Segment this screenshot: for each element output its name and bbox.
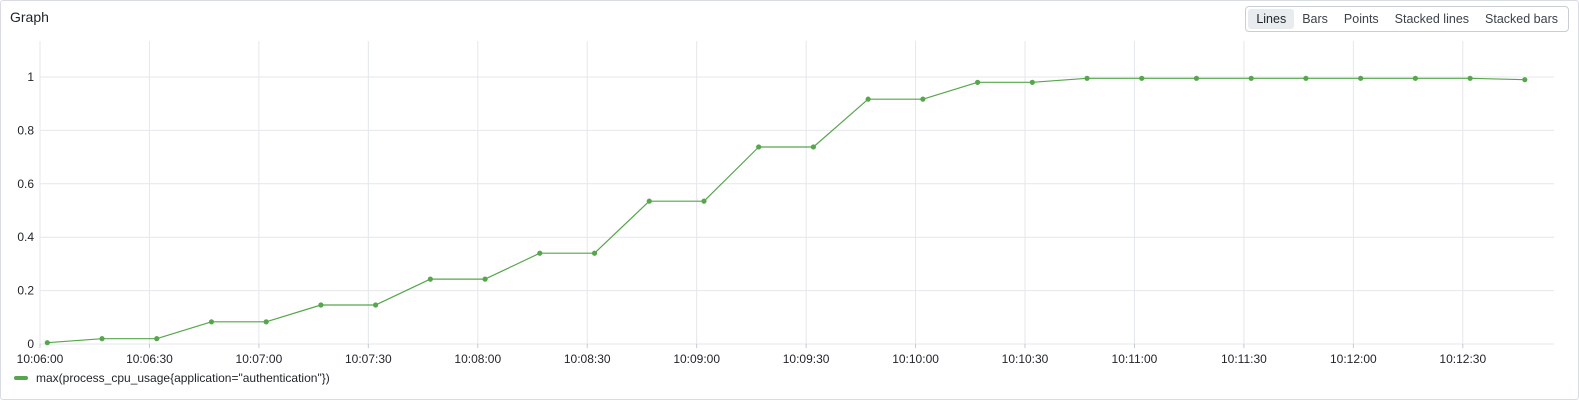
y-tick-label: 0.8 [17, 123, 34, 137]
data-point [810, 144, 817, 150]
x-tick-label: 10:06:30 [126, 352, 173, 366]
data-point [44, 340, 50, 346]
x-tick-label: 10:06:00 [17, 352, 64, 366]
data-point [208, 319, 215, 325]
data-point [1358, 75, 1364, 81]
data-point [920, 96, 926, 102]
x-tick-label: 10:11:00 [1112, 352, 1158, 366]
legend-swatch [14, 376, 28, 380]
x-tick-label: 10:12:00 [1330, 352, 1377, 366]
y-tick-label: 0.4 [17, 230, 34, 244]
data-point [99, 336, 105, 342]
x-tick-label: 10:10:00 [892, 352, 939, 366]
grid-lines [39, 41, 1554, 348]
x-tick-label: 10:07:30 [345, 352, 392, 366]
y-tick-label: 1 [27, 70, 34, 84]
x-tick-label: 10:10:30 [1002, 352, 1049, 366]
x-tick-label: 10:08:00 [454, 352, 501, 366]
data-point [1139, 75, 1145, 81]
chart-mode-selector: Lines Bars Points Stacked lines Stacked … [1245, 6, 1569, 32]
x-axis-ticks: 10:06:00 10:06:30 10:07:00 10:07:30 10:08:00… [17, 352, 1487, 366]
data-point [537, 250, 543, 256]
data-point [373, 302, 379, 308]
legend-label[interactable]: max(process_cpu_usage{application="authe… [36, 371, 330, 385]
series-layer [44, 75, 1528, 346]
x-tick-label: 10:09:00 [673, 352, 720, 366]
x-tick-label: 10:08:30 [564, 352, 611, 366]
y-tick-label: 0.6 [17, 177, 34, 191]
data-point [646, 198, 652, 204]
x-tick-label: 10:07:00 [236, 352, 283, 366]
data-point [1303, 75, 1309, 81]
data-point [1412, 75, 1418, 81]
data-point [1084, 75, 1090, 81]
data-point [318, 302, 324, 308]
mode-button-bars[interactable]: Bars [1294, 9, 1336, 29]
legend: max(process_cpu_usage{application="authe… [14, 371, 330, 385]
mode-button-lines[interactable]: Lines [1248, 9, 1295, 29]
data-point [1248, 75, 1254, 81]
mode-button-points[interactable]: Points [1336, 9, 1387, 29]
series-line [47, 77, 1525, 344]
data-point [756, 144, 762, 150]
data-point [1193, 75, 1200, 81]
data-point [974, 79, 981, 85]
data-point [263, 319, 269, 325]
data-point [701, 198, 707, 204]
data-point [427, 276, 433, 282]
mode-button-stacked-lines[interactable]: Stacked lines [1387, 9, 1477, 29]
x-tick-label: 10:12:30 [1439, 352, 1486, 366]
y-axis-ticks: 0 0.2 0.4 0.6 0.8 1 [17, 70, 34, 351]
data-point [154, 336, 160, 342]
x-tick-label: 10:09:30 [783, 352, 830, 366]
data-point [482, 276, 488, 282]
data-point [1467, 75, 1473, 81]
data-point [1522, 77, 1528, 83]
data-point [865, 96, 871, 102]
panel-title: Graph [10, 9, 49, 25]
data-point [1029, 79, 1035, 85]
mode-button-stacked-bars[interactable]: Stacked bars [1477, 9, 1566, 29]
data-point [591, 250, 598, 256]
x-tick-label: 10:11:30 [1221, 352, 1267, 366]
y-tick-label: 0 [27, 337, 34, 351]
y-tick-label: 0.2 [17, 284, 34, 298]
